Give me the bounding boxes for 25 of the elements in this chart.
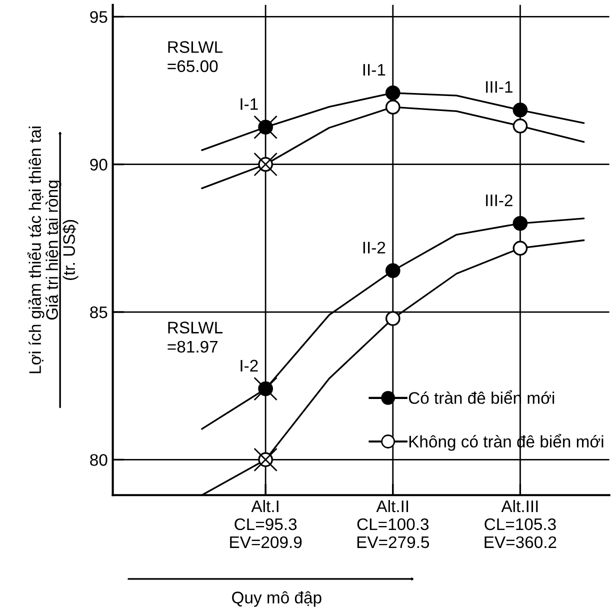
x-tick-label: Alt.III CL=105.3 EV=360.2 [484,500,556,548]
annotation: RSLWL =81.97 [168,322,223,353]
y-axis-title: Lợi ích giảm thiểu tác hại thiên tai Giá trị hiện tại ròng (tr. US$) [27,126,78,374]
annotation: I-1 [240,98,258,110]
annotation: III-2 [486,194,512,206]
annotation: II-1 [363,64,386,76]
x-tick-label: Alt.I CL=95.3 EV=209.9 [230,500,302,548]
x-axis-title: Quy mô đập [232,591,322,607]
point [385,311,400,326]
annotation: RSLWL =65.00 [168,41,223,72]
point [385,85,400,100]
y-tick-label: 80 [90,454,108,466]
point [385,100,400,114]
y-tick-label: 85 [90,306,108,318]
x-tick-label: Alt.II CL=100.3 EV=279.5 [357,500,430,548]
annotation: I-2 [240,360,258,372]
point [512,240,528,256]
point [512,102,528,118]
point [512,118,528,134]
annotation: III-1 [486,81,512,93]
point [512,216,528,231]
annotation: II-2 [363,242,386,254]
point [385,263,400,278]
y-tick-label: 95 [90,11,108,23]
y-tick-label: 90 [90,158,108,171]
